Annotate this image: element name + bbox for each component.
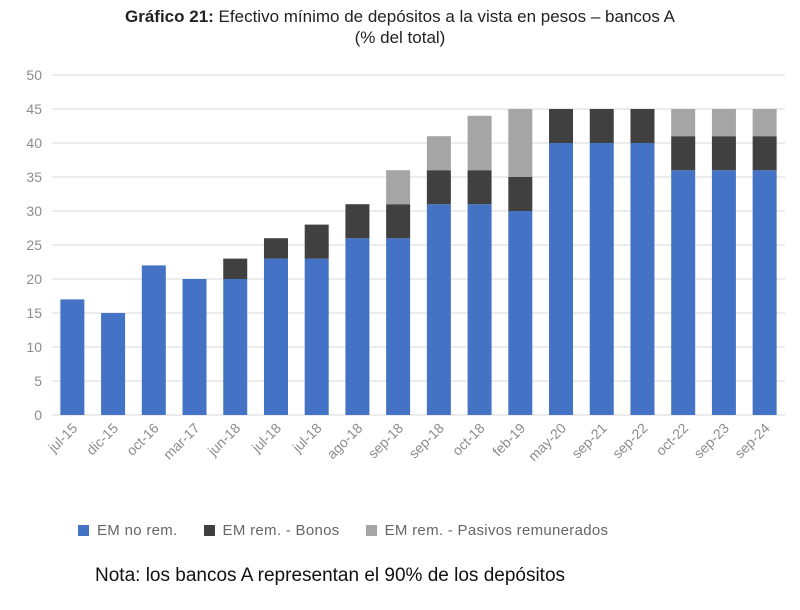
x-tick-label: ago-18 [323, 420, 365, 462]
x-tick-label: sep-23 [690, 420, 732, 462]
chart-subtitle: (% del total) [354, 28, 446, 47]
bar-em-no-rem [426, 204, 451, 415]
bar-em-rem-bonos [263, 238, 288, 259]
bar-em-rem-pasivos [752, 109, 777, 137]
y-tick-label: 35 [26, 169, 42, 185]
bar-em-rem-bonos [630, 109, 655, 143]
y-tick-label: 30 [26, 203, 42, 219]
bar-em-no-rem [60, 299, 85, 415]
bar-em-rem-bonos [711, 136, 736, 171]
x-tick-label: oct-16 [123, 420, 162, 459]
bar-em-rem-pasivos [711, 109, 736, 137]
legend-label-em-rem-pasivos: EM rem. - Pasivos remunerados [384, 522, 609, 539]
x-tick-label: jun-18 [204, 420, 244, 460]
y-tick-label: 0 [34, 407, 42, 423]
legend-swatch-em-no-rem [78, 525, 89, 536]
y-tick-label: 50 [26, 67, 42, 83]
y-tick-label: 10 [26, 339, 42, 355]
bar-em-rem-bonos [223, 258, 248, 279]
bar-em-no-rem [345, 238, 370, 415]
x-tick-label: jul-18 [289, 420, 325, 456]
bar-em-rem-bonos [549, 109, 574, 143]
x-tick-label: oct-18 [449, 420, 488, 459]
bar-em-no-rem [304, 258, 329, 415]
y-tick-label: 20 [26, 271, 42, 287]
legend-label-em-rem-bonos: EM rem. - Bonos [222, 522, 340, 539]
x-tick-label: jul-18 [248, 420, 284, 456]
y-tick-label: 25 [26, 237, 42, 253]
bar-em-rem-bonos [386, 204, 411, 239]
bar-em-no-rem [223, 279, 248, 415]
bar-em-rem-bonos [508, 177, 533, 211]
bar-em-no-rem [386, 238, 411, 415]
bar-em-rem-pasivos [426, 136, 451, 171]
bar-em-rem-bonos [752, 136, 777, 171]
bar-em-rem-bonos [467, 170, 492, 205]
legend-swatch-em-rem-bonos [203, 525, 215, 536]
x-tick-label: sep-24 [731, 420, 773, 462]
chart-title: Gráfico 21: Efectivo mínimo de depósitos… [0, 6, 800, 48]
x-tick-label: jul-15 [44, 420, 80, 456]
legend-item-em-rem-pasivos: EM rem. - Pasivos remunerados [365, 522, 609, 539]
y-tick-label: 45 [26, 101, 42, 117]
bar-em-rem-pasivos [508, 109, 533, 177]
legend-label-em-no-rem: EM no rem. [97, 522, 178, 539]
bar-em-rem-pasivos [467, 115, 492, 171]
bar-em-rem-bonos [345, 204, 370, 239]
chart-legend: EM no rem. EM rem. - Bonos EM rem. - Pas… [78, 522, 608, 539]
x-tick-label: sep-21 [568, 420, 610, 462]
bar-em-rem-bonos [671, 136, 696, 171]
bar-em-no-rem [752, 170, 777, 415]
bar-em-no-rem [141, 265, 166, 415]
x-tick-label: may-20 [525, 420, 569, 464]
bar-em-rem-pasivos [671, 109, 696, 137]
chart-title-text: Efectivo mínimo de depósitos a la vista … [218, 7, 675, 26]
bar-em-no-rem [263, 258, 288, 415]
bar-em-no-rem [589, 143, 614, 415]
x-tick-label: dic-15 [83, 420, 121, 458]
bar-em-no-rem [101, 313, 126, 415]
bar-em-rem-bonos [589, 109, 614, 143]
legend-swatch-em-rem-pasivos [365, 525, 377, 536]
legend-item-em-rem-bonos: EM rem. - Bonos [203, 522, 340, 539]
x-tick-label: sep-18 [365, 420, 407, 462]
bar-em-no-rem [630, 143, 655, 415]
x-tick-label: sep-18 [405, 420, 447, 462]
bar-em-no-rem [671, 170, 696, 415]
legend-item-em-no-rem: EM no rem. [78, 522, 178, 539]
bar-em-no-rem [467, 204, 492, 415]
y-tick-label: 5 [34, 373, 42, 389]
y-tick-label: 15 [26, 305, 42, 321]
bar-em-no-rem [549, 143, 574, 415]
footnote: Nota: los bancos A representan el 90% de… [95, 565, 566, 586]
bar-em-no-rem [508, 211, 533, 415]
x-tick-label: feb-19 [489, 420, 529, 460]
y-tick-label: 40 [26, 135, 42, 151]
bar-em-rem-pasivos [386, 170, 411, 205]
bar-em-no-rem [182, 279, 207, 415]
x-tick-label: oct-22 [652, 420, 691, 459]
bar-em-no-rem [711, 170, 736, 415]
x-tick-label: sep-22 [609, 420, 651, 462]
bar-em-rem-bonos [304, 224, 329, 259]
chart-title-label: Gráfico 21: [125, 7, 214, 26]
x-tick-label: mar-17 [160, 420, 203, 463]
bar-em-rem-bonos [426, 170, 451, 205]
